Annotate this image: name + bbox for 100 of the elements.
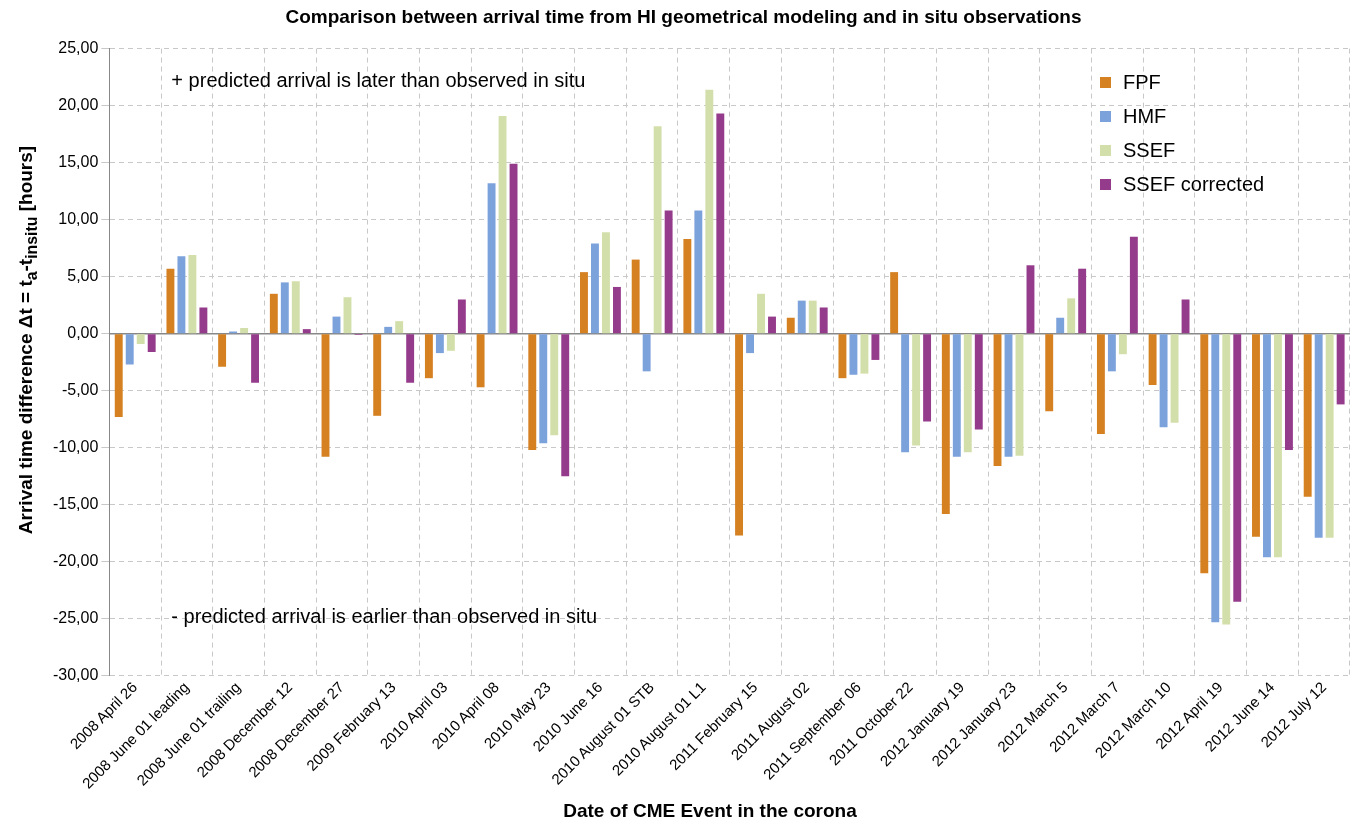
bar xyxy=(1336,334,1345,405)
bar xyxy=(199,307,208,334)
bar xyxy=(923,334,932,422)
bar xyxy=(550,334,559,436)
bar xyxy=(1078,268,1087,334)
bar xyxy=(291,281,300,334)
bar xyxy=(653,126,662,334)
bar xyxy=(1263,334,1271,558)
y-tick-label: 0,00 xyxy=(67,324,99,342)
y-tick-label: -15,00 xyxy=(52,495,99,513)
bar xyxy=(786,317,795,334)
legend-label: SSEF xyxy=(1123,138,1176,162)
bar xyxy=(1107,334,1116,372)
bar xyxy=(808,300,817,334)
bar xyxy=(871,334,880,360)
bar xyxy=(963,334,972,453)
bar xyxy=(177,256,186,334)
bar xyxy=(406,334,415,383)
bar xyxy=(240,328,249,334)
bar xyxy=(1148,334,1157,386)
bar xyxy=(218,334,227,367)
bar xyxy=(457,299,466,334)
bar xyxy=(601,232,610,334)
bar xyxy=(849,334,858,375)
bar xyxy=(819,307,828,334)
bar xyxy=(528,334,537,451)
bar xyxy=(1045,334,1054,412)
y-tick-label: -25,00 xyxy=(52,609,99,627)
bar xyxy=(768,316,776,334)
bar xyxy=(746,334,754,354)
legend-label: HMF xyxy=(1123,104,1167,128)
bar xyxy=(424,334,433,379)
bar xyxy=(705,89,714,334)
y-tick-label: -5,00 xyxy=(61,381,99,399)
bar xyxy=(1325,334,1334,538)
bar xyxy=(1159,334,1168,428)
bar xyxy=(642,334,651,372)
bar xyxy=(735,334,744,536)
bar xyxy=(487,183,496,334)
bar xyxy=(1129,236,1138,334)
legend-label: FPF xyxy=(1123,70,1161,94)
bar xyxy=(901,334,910,453)
bar xyxy=(147,334,156,352)
annotation: + predicted arrival is later than observed in situ xyxy=(171,69,586,92)
bar xyxy=(1170,334,1179,423)
bar xyxy=(166,268,175,334)
bar xyxy=(580,272,588,334)
bar xyxy=(612,286,621,334)
bar xyxy=(941,334,950,514)
bar xyxy=(1303,334,1312,497)
bar xyxy=(1284,334,1293,451)
y-tick-label: 15,00 xyxy=(58,153,99,171)
bar xyxy=(1274,334,1282,558)
bar xyxy=(757,293,765,334)
bar xyxy=(302,329,311,334)
annotation: - predicted arrival is earlier than observed in situ xyxy=(171,605,598,628)
bar xyxy=(136,334,145,344)
bar xyxy=(373,334,382,416)
bar xyxy=(1211,334,1220,623)
bar xyxy=(125,334,134,365)
bar xyxy=(683,239,692,334)
bar xyxy=(591,243,599,334)
x-axis-title: Date of CME Event in the corona xyxy=(562,800,858,822)
bar xyxy=(114,334,123,417)
bar xyxy=(890,272,899,334)
bar xyxy=(395,321,404,334)
bar xyxy=(188,255,197,334)
bar xyxy=(1200,334,1209,574)
bar xyxy=(797,300,806,334)
bar xyxy=(435,334,444,354)
y-tick-label: 20,00 xyxy=(58,96,99,114)
bar xyxy=(1056,317,1065,334)
bar xyxy=(716,113,725,334)
y-tick-label: 10,00 xyxy=(58,210,99,228)
bar xyxy=(1233,334,1242,602)
y-tick-label: 25,00 xyxy=(58,39,99,57)
bar xyxy=(251,334,260,383)
bar xyxy=(912,334,921,446)
bar xyxy=(539,334,548,444)
y-tick-label: -30,00 xyxy=(52,666,99,684)
bar xyxy=(664,210,673,334)
legend-label: SSEF corrected xyxy=(1123,172,1265,196)
bar xyxy=(631,259,640,334)
bar xyxy=(561,334,570,477)
y-tick-label: -10,00 xyxy=(52,438,99,456)
bar xyxy=(1252,334,1260,537)
y-tick-label: 5,00 xyxy=(67,267,99,285)
bar xyxy=(1067,298,1076,334)
bar xyxy=(860,334,869,374)
bar xyxy=(1314,334,1323,538)
bar xyxy=(1181,299,1190,334)
bar xyxy=(269,293,278,334)
bar xyxy=(498,115,507,334)
bar xyxy=(280,282,289,334)
y-tick-label: -20,00 xyxy=(52,552,99,570)
bar xyxy=(1118,334,1127,355)
chart-title: Comparison between arrival time from HI geometrical modeling and in situ observations xyxy=(284,6,1083,28)
bar xyxy=(1222,334,1231,625)
bar xyxy=(838,334,847,379)
bar xyxy=(446,334,455,351)
